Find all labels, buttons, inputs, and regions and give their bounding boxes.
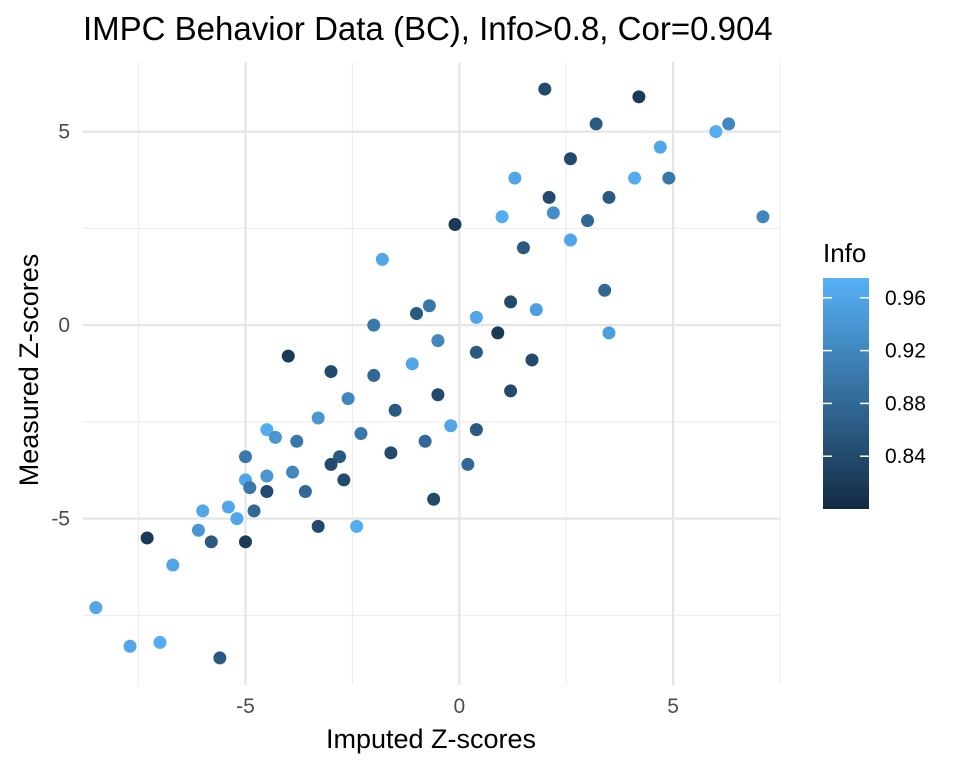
data-point [431,388,445,402]
data-point [469,310,483,324]
y-tick-label: -5 [51,508,70,531]
data-point [238,535,252,549]
data-point [243,481,257,495]
data-point [662,171,676,185]
data-point [311,411,325,425]
data-point [448,218,462,232]
colorbar-ticks: 0.84 0.88 0.92 0.96 [823,287,926,468]
data-point [298,485,312,499]
data-point [260,485,274,499]
data-point [354,426,368,440]
data-point [422,299,436,313]
grid-major [83,62,780,685]
data-point [431,334,445,348]
data-point [196,504,210,518]
data-point [166,558,180,572]
y-tick-label: 5 [58,121,70,144]
data-point [504,295,518,309]
data-point [491,326,505,340]
data-point [123,639,137,653]
data-point [324,457,338,471]
data-point [410,307,424,321]
data-point [388,403,402,417]
x-tick-labels: -5 0 5 [236,695,679,718]
legend-tick-label: 0.92 [885,340,926,363]
data-point [504,384,518,398]
data-point [367,318,381,332]
data-point [247,504,261,518]
x-tick-label: 0 [453,695,465,718]
data-point [405,357,419,371]
data-point [281,349,295,363]
data-point [341,392,355,406]
data-point [238,450,252,464]
data-point [542,190,556,204]
data-point [508,171,522,185]
data-point [469,345,483,359]
data-point [286,465,300,479]
x-tick-label: 5 [667,695,679,718]
data-point [89,601,103,615]
data-point [427,492,441,506]
grid-minor [83,62,781,685]
y-tick-labels: -5 0 5 [51,121,70,531]
data-point [589,117,603,131]
data-point [213,651,227,665]
data-point [461,457,475,471]
data-point [529,303,543,317]
data-point [311,519,325,533]
data-point [495,210,509,224]
y-axis-title: Measured Z-scores [14,254,44,487]
data-point [756,210,770,224]
legend: Info 0.84 0.88 0.92 0.96 [823,238,926,509]
data-point [628,171,642,185]
data-point [598,283,612,297]
data-point [230,512,244,526]
data-point [337,473,351,487]
data-point [290,434,304,448]
data-point [602,190,616,204]
data-point [260,469,274,483]
data-point [418,434,432,448]
data-point [384,446,398,460]
data-point [324,365,338,379]
data-point [191,523,205,537]
legend-tick-label: 0.84 [885,445,926,468]
y-tick-label: 0 [58,314,70,337]
data-point [546,206,560,220]
data-point [581,214,595,228]
data-point [260,423,274,437]
x-tick-label: -5 [236,695,255,718]
legend-tick-label: 0.96 [885,287,926,310]
colorbar [823,278,869,509]
data-point [221,500,235,514]
data-point [268,430,282,444]
data-point [525,353,539,367]
data-point [602,326,616,340]
data-point [350,519,364,533]
x-axis-title: Imputed Z-scores [326,724,536,754]
data-point [632,90,646,104]
data-point [333,450,347,464]
chart-title: IMPC Behavior Data (BC), Info>0.8, Cor=0… [83,10,773,47]
data-point [516,241,530,255]
data-point [375,252,389,266]
data-point [140,531,154,545]
data-point [444,419,458,433]
data-point [367,368,381,382]
legend-tick-label: 0.88 [885,392,926,415]
data-point [469,423,483,437]
data-point [538,82,552,96]
data-points [89,82,770,665]
legend-title: Info [823,238,866,268]
data-point [563,233,577,247]
data-point [653,140,667,154]
data-point [563,152,577,166]
data-point [153,635,167,649]
data-point [709,125,723,139]
data-point [204,535,218,549]
data-point [722,117,736,131]
